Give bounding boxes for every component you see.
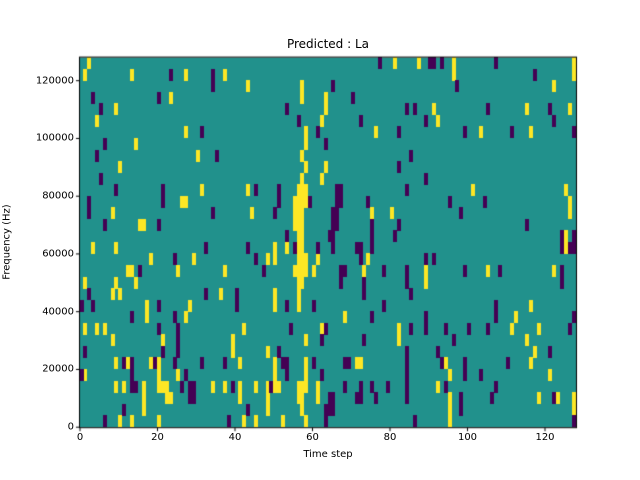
x-tick-label: 100 (457, 432, 478, 443)
y-tick-label: 60000 (42, 248, 74, 260)
x-tick-label: 0 (76, 432, 84, 443)
chart-title: Predicted : La (286, 37, 370, 51)
y-tick-label: 120000 (35, 75, 74, 87)
x-axis-label: Time step (303, 449, 353, 460)
x-tick-label: 40 (228, 432, 242, 443)
y-tick-label: 40000 (42, 306, 74, 318)
y-tick-label: 80000 (42, 190, 74, 202)
x-tick-label: 120 (535, 432, 555, 443)
x-tick-label: 20 (151, 432, 164, 443)
y-axis-label: Frequency (Hz) (1, 204, 13, 280)
x-tick-label: 80 (383, 432, 397, 443)
y-tick-label: 100000 (35, 132, 74, 144)
y-tick-label: 0 (67, 421, 74, 433)
x-tick-label: 60 (306, 432, 319, 443)
y-tick-label: 20000 (42, 363, 74, 375)
